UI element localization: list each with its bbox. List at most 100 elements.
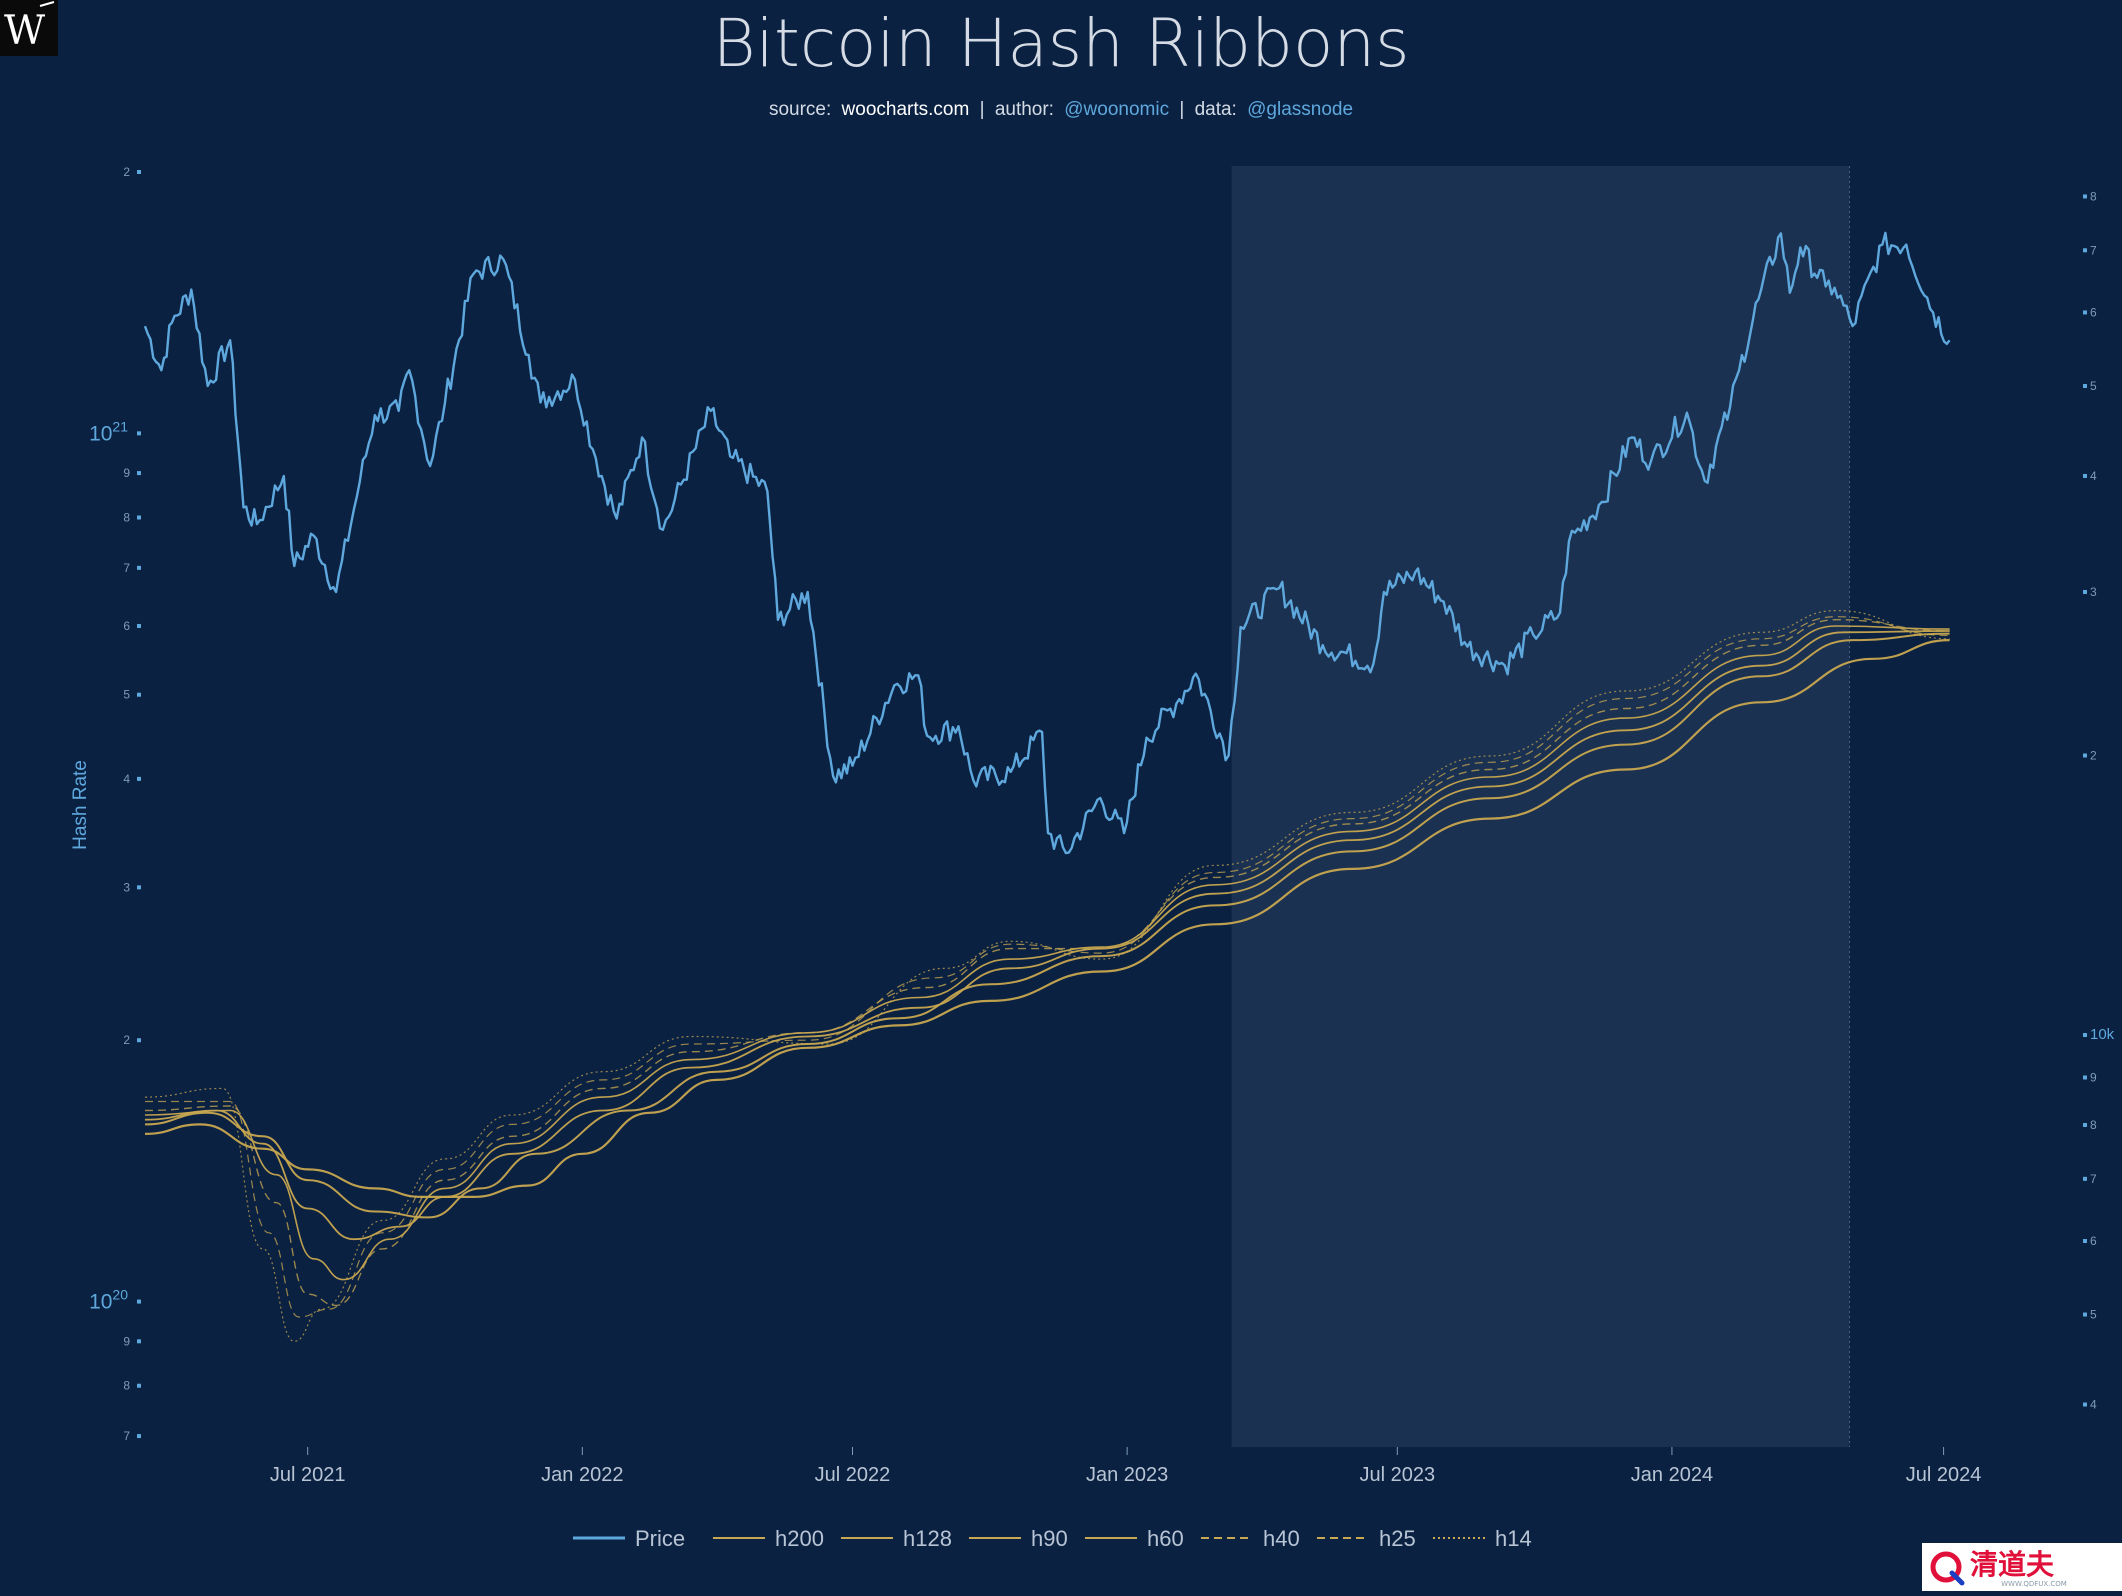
sep-1: | (980, 99, 985, 120)
y2-tick-mark (2083, 1176, 2087, 1181)
watermark: 清道夫 WWW.QDFUX.COM (1922, 1543, 2122, 1591)
y-tick-label: 7 (123, 1429, 130, 1443)
legend-label: Price (635, 1526, 685, 1551)
y2-tick-label: 10k (2090, 1026, 2115, 1043)
y-tick-label: 6 (123, 619, 130, 633)
legend-item-h14: h14 (1433, 1526, 1532, 1551)
x-tick-label: Jul 2022 (815, 1464, 891, 1486)
logo-mark: W (4, 1, 55, 54)
legend-label: h200 (775, 1526, 824, 1551)
y-tick-label: 7 (123, 561, 130, 575)
woocharts-logo[interactable]: W (0, 0, 58, 56)
source-label: source: (769, 99, 831, 120)
y2-tick-label: 4 (2090, 1398, 2097, 1412)
y-tick-mark (137, 431, 141, 436)
y-tick-mark (137, 776, 141, 781)
y2-tick-label: 7 (2090, 243, 2097, 257)
y-tick-mark (137, 692, 141, 697)
y-tick-mark (137, 623, 141, 628)
legend-item-h25: h25 (1317, 1526, 1416, 1551)
legend-label: h128 (903, 1526, 952, 1551)
y-tick-mark (137, 1434, 141, 1439)
y-tick-label: 1021 (89, 418, 128, 445)
y-tick-mark (137, 1383, 141, 1388)
sep-2: | (1179, 99, 1184, 120)
legend-label: h40 (1263, 1526, 1300, 1551)
watermark-mark: 清道夫 WWW.QDFUX.COM (1930, 1548, 2067, 1588)
y2-tick-mark (2083, 473, 2087, 478)
y2-tick-mark (2083, 1075, 2087, 1080)
y2-tick-label: 6 (2090, 1234, 2097, 1248)
y2-tick-mark (2083, 1033, 2087, 1038)
legend-label: h14 (1495, 1526, 1532, 1551)
x-tick-label: Jul 2023 (1359, 1464, 1435, 1486)
y2-tick-label: 5 (2090, 1308, 2097, 1322)
ribbon-h60 (144, 625, 1950, 1281)
y2-tick-mark (2083, 753, 2087, 758)
y-tick-mark (137, 471, 141, 476)
x-tick-label: Jan 2022 (541, 1464, 623, 1486)
logo-glyph: W (4, 8, 45, 54)
data-link[interactable]: @glassnode (1247, 99, 1353, 120)
y2-tick-label: 2 (2090, 748, 2097, 762)
y-tick-label: 1020 (89, 1287, 128, 1314)
legend-label: h25 (1379, 1526, 1416, 1551)
legend: Price h200 h128 h90 h60 h40 h25 h14 (573, 1526, 1532, 1551)
y2-tick-label: 5 (2090, 379, 2097, 393)
legend-item-Price: Price (573, 1526, 685, 1551)
y-tick-label: 5 (123, 688, 130, 702)
y-tick-mark (137, 1038, 141, 1043)
y2-tick-label: 9 (2090, 1070, 2097, 1084)
legend-item-h60: h60 (1085, 1526, 1184, 1551)
y2-tick-mark (2083, 1312, 2087, 1317)
y-tick-label: 8 (123, 1379, 130, 1393)
y2-tick-mark (2083, 1239, 2087, 1244)
y2-tick-label: 7 (2090, 1172, 2097, 1186)
y-tick-mark (137, 1339, 141, 1344)
legend-item-h128: h128 (841, 1526, 952, 1551)
legend-item-h40: h40 (1201, 1526, 1300, 1551)
y2-tick-label: 3 (2090, 585, 2097, 599)
y-tick-mark (137, 565, 141, 570)
legend-label: h90 (1031, 1526, 1068, 1551)
y2-tick-label: 6 (2090, 305, 2097, 319)
chart-title: Bitcoin Hash Ribbons (712, 5, 1409, 82)
ribbon-h90 (144, 630, 1950, 1241)
y-tick-label: 9 (123, 466, 130, 480)
y-tick-label: 4 (123, 772, 130, 786)
author-label: author: (995, 99, 1054, 120)
y-tick-mark (137, 170, 141, 174)
x-tick-label: Jul 2024 (1906, 1464, 1982, 1486)
y2-tick-mark (2083, 383, 2087, 388)
x-tick-label: Jul 2021 (270, 1464, 346, 1486)
y2-tick-mark (2083, 589, 2087, 594)
y2-tick-mark (2083, 248, 2087, 253)
y-tick-label: 3 (123, 880, 130, 894)
x-tick-label: Jan 2024 (1631, 1464, 1713, 1486)
y-tick-label: 2 (123, 1033, 130, 1047)
y2-tick-label: 4 (2090, 469, 2097, 483)
watermark-q-icon (1930, 1551, 1962, 1583)
source-link[interactable]: woocharts.com (841, 99, 970, 120)
ribbon-h128 (144, 632, 1950, 1219)
y-tick-label: 8 (123, 510, 130, 524)
watermark-subtext: WWW.QDFUX.COM (2001, 1580, 2067, 1588)
y2-tick-label: 8 (2090, 1118, 2097, 1132)
y-tick-mark (137, 1299, 141, 1304)
x-tick-label: Jan 2023 (1086, 1464, 1168, 1486)
y-tick-label: 9 (123, 1334, 130, 1348)
legend-item-h90: h90 (969, 1526, 1068, 1551)
author-link[interactable]: @woonomic (1064, 99, 1169, 120)
y-tick-mark (137, 885, 141, 890)
data-label: data: (1195, 99, 1237, 120)
y-tick-label: 2 (123, 165, 130, 179)
y2-tick-mark (2083, 1122, 2087, 1127)
y-tick-mark (137, 515, 141, 520)
y2-tick-mark (2083, 1402, 2087, 1407)
y-axis-title: Hash Rate (70, 760, 91, 850)
watermark-text: 清道夫 (1970, 1548, 2055, 1581)
y2-tick-mark (2083, 194, 2087, 199)
ribbon-h200 (144, 639, 1950, 1198)
y2-tick-label: 8 (2090, 189, 2097, 203)
